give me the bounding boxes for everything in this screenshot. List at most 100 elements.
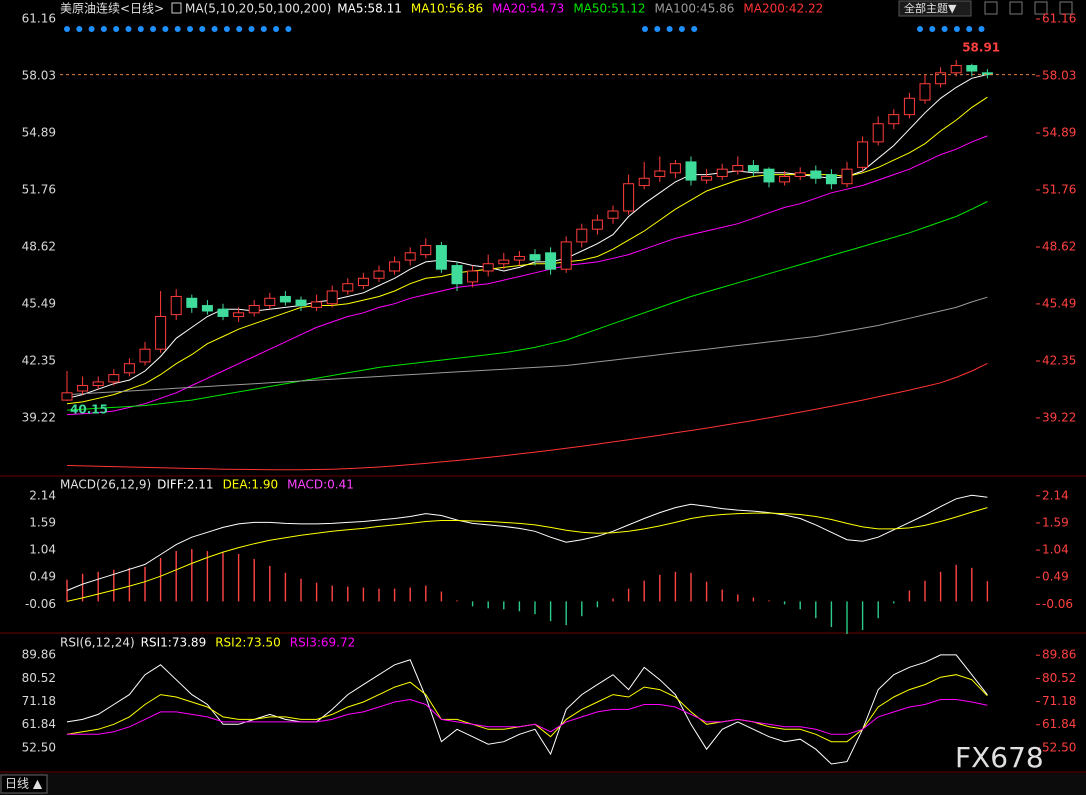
y-tick-label: 80.52 [22, 671, 56, 685]
y-tick-label: 71.18 [22, 694, 56, 708]
window-icon[interactable] [1059, 1, 1073, 15]
y-tick-label-right: 2.14 [1042, 488, 1069, 502]
candle-body [607, 210, 619, 219]
candle-body [747, 165, 759, 172]
candle-body [560, 241, 572, 270]
y-tick-label: 45.49 [22, 296, 56, 310]
y-tick-label-right: -0.06 [1042, 597, 1073, 611]
period-label[interactable]: 日线 ▲ [5, 777, 43, 791]
indicator-line [66, 135, 988, 416]
y-tick-label: 58.03 [22, 68, 56, 82]
y-tick-label: 39.22 [22, 410, 56, 424]
candle-body [357, 277, 369, 287]
event-dot [150, 26, 157, 32]
event-dot [966, 26, 973, 32]
event-dot [199, 26, 206, 32]
event-dot [236, 26, 243, 32]
legend-entry: MACD:0.41 [287, 478, 354, 492]
y-tick-label-right: 54.89 [1042, 126, 1076, 140]
y-tick-label-right: 39.22 [1042, 410, 1076, 424]
legend-entry: MA200:42.22 [743, 2, 823, 16]
y-tick-label-right: 58.03 [1042, 68, 1076, 82]
y-tick-label-right: 42.35 [1042, 354, 1076, 368]
legend-entry: RSI3:69.72 [290, 636, 356, 650]
y-tick-label: 0.49 [29, 570, 56, 584]
candle-body [638, 177, 650, 187]
low-annotation: 40.15 [70, 403, 108, 417]
event-dot [88, 26, 95, 32]
event-dot [76, 26, 83, 32]
candle-body [591, 219, 603, 230]
watermark: FX678 [955, 741, 1044, 774]
y-tick-label-right: 48.62 [1042, 240, 1076, 254]
candle-body [513, 255, 525, 261]
event-dot [978, 26, 985, 32]
candle-body [716, 168, 728, 177]
panel-title: RSI(6,12,24) [60, 636, 135, 650]
event-dot [691, 26, 698, 32]
event-dot [260, 26, 267, 32]
window-icon[interactable] [1009, 1, 1023, 15]
y-tick-label-right: 61.84 [1042, 717, 1076, 731]
event-dot [941, 26, 948, 32]
y-tick-label-right: 45.49 [1042, 296, 1076, 310]
candle-body [794, 172, 806, 177]
y-tick-label-right: 52.50 [1042, 740, 1076, 754]
panel-title: MACD(26,12,9) [60, 478, 151, 492]
candle-body [279, 295, 291, 303]
legend-entry: MA50:51.12 [573, 2, 645, 16]
y-tick-label: 61.84 [22, 717, 56, 731]
window-icon[interactable] [1034, 1, 1048, 15]
candle-body [685, 161, 697, 181]
y-tick-label: 61.16 [22, 12, 56, 26]
theme-button-label[interactable]: 全部主题▼ [904, 1, 957, 15]
legend-entry: MA10:56.86 [411, 2, 483, 16]
period-button[interactable] [0, 774, 48, 794]
candle-body [217, 308, 229, 317]
candle-body [170, 295, 182, 316]
event-dot [137, 26, 144, 32]
candle-body [903, 97, 915, 116]
instrument-title: 美原油连续<日线> [60, 1, 164, 16]
event-dot [285, 26, 292, 32]
candle-body [623, 183, 635, 212]
candle-body [950, 65, 962, 74]
event-dot [125, 26, 132, 32]
candle-body [264, 297, 276, 307]
y-tick-label-right: 89.86 [1042, 648, 1076, 662]
candle-body [326, 290, 338, 305]
candle-body [763, 168, 775, 183]
event-dot [953, 26, 960, 32]
y-tick-label: 1.59 [29, 515, 56, 529]
candle-body [295, 299, 307, 307]
legend-entry: MA5:58.11 [337, 2, 402, 16]
y-tick-label: 42.35 [22, 354, 56, 368]
candle-body [779, 175, 791, 183]
indicator-line [66, 494, 988, 591]
candle-body [732, 165, 744, 172]
candle-body [467, 270, 479, 283]
event-dot [174, 26, 181, 32]
event-dot [100, 26, 107, 32]
candle-body [389, 261, 401, 272]
legend-entry: DEA:1.90 [223, 478, 279, 492]
candle-body [123, 363, 135, 374]
y-tick-label-right: 0.49 [1042, 570, 1069, 584]
y-tick-label: 54.89 [22, 126, 56, 140]
indicator-line [66, 362, 988, 471]
candle-body [435, 245, 447, 270]
candle-body [342, 283, 354, 292]
candle-body [857, 141, 869, 168]
window-icon[interactable] [984, 1, 998, 15]
event-dot [64, 26, 70, 32]
candle-body [139, 348, 151, 363]
candle-body [108, 374, 120, 383]
candle-body [186, 297, 198, 308]
legend-icon [171, 2, 182, 14]
theme-button[interactable] [898, 0, 972, 17]
y-tick-label-right: 80.52 [1042, 671, 1076, 685]
candle-body [92, 381, 104, 387]
indicator-line [66, 296, 988, 396]
